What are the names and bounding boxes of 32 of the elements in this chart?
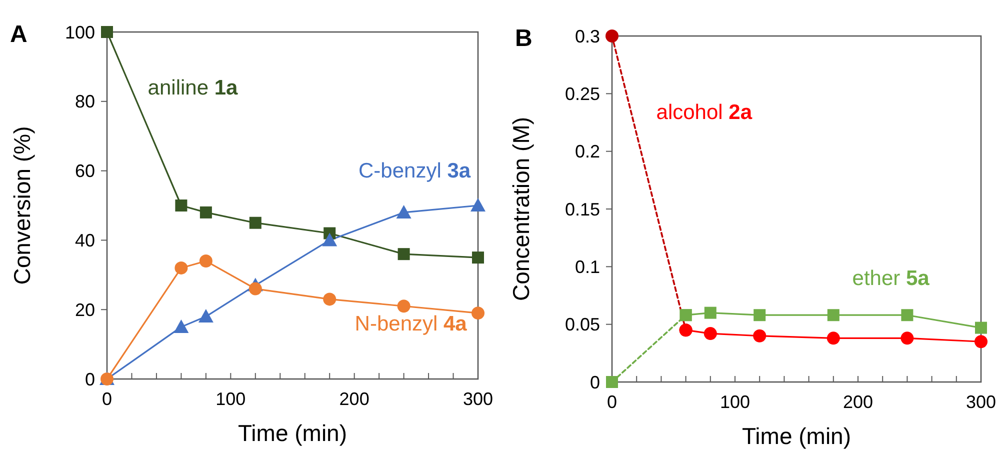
x-axis-title: Time (min) <box>742 423 852 449</box>
y-tick-label: 0.3 <box>574 26 600 46</box>
series-label: N-benzyl 4a <box>354 312 468 336</box>
y-axis-title: Conversion (%) <box>9 126 35 285</box>
y-tick-label: 20 <box>74 300 95 320</box>
series-label: C-benzyl 3a <box>358 160 471 183</box>
x-tick-label: 100 <box>216 389 246 409</box>
series-label: aniline 1a <box>148 76 238 100</box>
x-tick-label: 300 <box>966 392 996 412</box>
y-tick-label: 0.1 <box>574 256 600 277</box>
y-tick-label: 0.2 <box>574 142 600 162</box>
y-tick-label: 100 <box>64 22 95 42</box>
y-tick-label: 0.05 <box>564 314 600 335</box>
chart-title: B <box>515 25 532 52</box>
x-tick-label: 200 <box>339 389 370 409</box>
x-tick-label: 0 <box>606 392 618 412</box>
x-tick-label: 100 <box>720 392 750 412</box>
x-tick-label: 300 <box>462 389 494 409</box>
x-tick-label: 200 <box>842 392 874 412</box>
y-tick-label: 40 <box>74 230 95 250</box>
y-tick-label: 0.25 <box>564 84 600 104</box>
y-tick-label: 0.15 <box>564 199 600 220</box>
y-tick-label: 60 <box>74 161 95 182</box>
y-tick-label: 0 <box>84 369 95 390</box>
y-tick-label: 0 <box>590 372 600 392</box>
y-tick-label: 80 <box>74 92 95 112</box>
series-label: ether 5a <box>852 267 930 290</box>
chart-title: A <box>10 21 28 48</box>
x-axis-title: Time (min) <box>238 420 348 446</box>
text: alcohol 2a <box>656 101 752 124</box>
y-axis-title: Concentration (M) <box>508 116 534 302</box>
x-tick-label: 0 <box>102 389 112 409</box>
